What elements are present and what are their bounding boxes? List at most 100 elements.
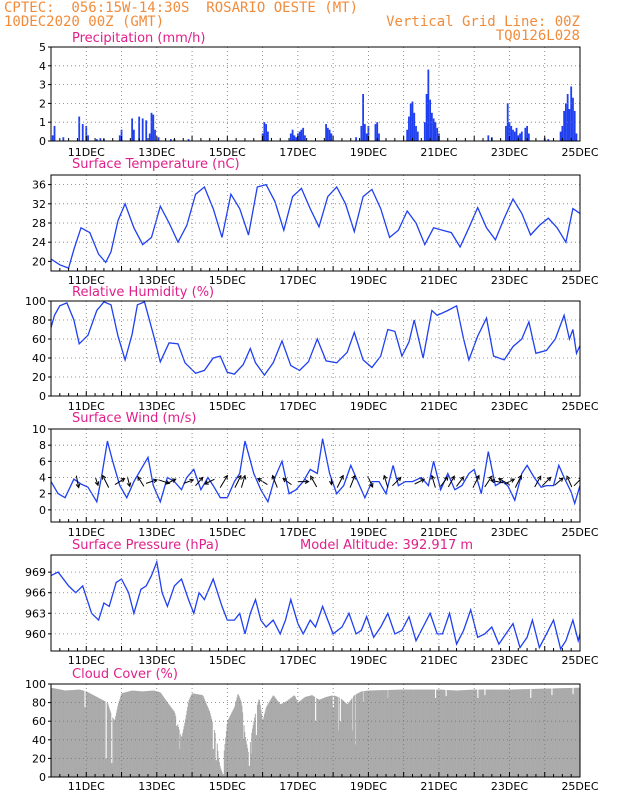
cloud-bar <box>149 690 151 777</box>
cloud-bar <box>232 710 234 777</box>
cloud-bar <box>206 704 208 777</box>
wind-ytick-label: 0 <box>39 504 46 517</box>
cloud-bar <box>393 689 395 777</box>
precip-bar <box>378 133 380 141</box>
cloud-bar <box>380 690 382 777</box>
precip-bar <box>513 131 516 141</box>
precip-ytick-label: 0 <box>39 135 46 148</box>
cloud-bar <box>194 693 196 777</box>
precip-bar <box>425 94 428 141</box>
cloud-bar <box>242 712 244 777</box>
cloud-bar <box>225 730 227 777</box>
cloud-bar <box>442 689 444 777</box>
precip-bar <box>374 124 377 141</box>
cloud-bar <box>545 688 547 777</box>
cloud-bar <box>140 691 142 777</box>
wind-date-label: 19DEC <box>350 526 387 539</box>
cloud-bar <box>128 691 130 777</box>
cloud-bar <box>335 696 337 777</box>
cloud-bar <box>384 690 386 777</box>
cloud-bar <box>433 689 436 777</box>
pres-date-label: 13DEC <box>138 654 175 667</box>
cloud-bar <box>129 691 131 777</box>
cloud-bar <box>316 698 318 777</box>
precip-date-label: 13DEC <box>138 146 175 159</box>
cloud-bar <box>556 688 558 777</box>
cloud-bar <box>279 703 281 777</box>
cloud-bar <box>218 758 220 777</box>
cloud-bar <box>350 699 352 777</box>
cloud-bar <box>258 699 260 777</box>
wind-arrow <box>534 475 542 488</box>
precip-bar <box>265 124 268 141</box>
cloud-bar <box>107 703 109 777</box>
cloud-bar <box>438 689 440 777</box>
cloud-bar <box>390 689 392 777</box>
cloud-bar <box>522 689 524 777</box>
cloud-bar <box>220 768 222 777</box>
cloud-bar <box>357 693 359 777</box>
cloud-bar <box>295 697 297 777</box>
cloud-bar <box>237 694 239 777</box>
cloud-bar <box>517 689 519 777</box>
cloud-bar <box>436 689 438 777</box>
cloud-bar <box>474 689 476 777</box>
cloud-bar <box>223 750 225 777</box>
cloud-bar <box>251 732 253 777</box>
cloud-bar <box>479 689 481 777</box>
wind-arrow <box>114 478 126 486</box>
cloud-bar <box>553 688 555 777</box>
pres-date-label: 19DEC <box>350 654 387 667</box>
wind-arrow <box>203 478 215 485</box>
cloud-bar <box>292 695 294 777</box>
precip-bar <box>415 125 417 141</box>
cloud-bar <box>299 701 301 777</box>
cloud-bar <box>161 694 163 777</box>
cloud-bar <box>255 735 257 777</box>
cloud-bar <box>58 689 60 777</box>
cloud-bar <box>277 701 279 777</box>
cloud-bar <box>470 689 472 777</box>
cloud-bar <box>352 730 354 777</box>
precip-bar <box>526 125 528 141</box>
cloud-bar <box>444 689 446 777</box>
cloud-bar <box>178 729 180 777</box>
cloud-bar <box>55 688 57 777</box>
cloud-bar <box>482 689 484 777</box>
cloud-bar <box>141 691 143 777</box>
cloud-bar <box>79 689 81 777</box>
cloud-bar <box>374 690 376 777</box>
cloud-bar <box>521 689 523 777</box>
cloud-bar <box>471 689 473 777</box>
cloud-bar <box>476 689 478 777</box>
temp-ytick-label: 28 <box>32 217 46 230</box>
cloud-bar <box>51 687 53 777</box>
cloud-bar <box>565 688 567 777</box>
cloud-bar <box>334 695 336 777</box>
cloud-bar <box>102 700 104 777</box>
precip-bar <box>429 99 432 141</box>
cloud-bar <box>268 703 270 777</box>
cloud-bar <box>220 770 222 777</box>
cloud-bar <box>63 690 65 777</box>
cloud-bar <box>252 724 254 777</box>
cloud-bar <box>117 706 119 777</box>
temp-ytick-label: 20 <box>32 255 46 268</box>
cloud-bar <box>536 688 538 777</box>
cloud-bar <box>249 742 251 777</box>
cloud-bar <box>508 689 510 777</box>
cloud-bar <box>132 690 134 777</box>
cloud-bar <box>551 695 553 777</box>
cloud-bar <box>455 690 457 777</box>
cloud-bar <box>338 697 340 777</box>
cloud-bar <box>157 691 159 777</box>
cloud-bar <box>483 689 485 777</box>
rh-frame <box>50 300 581 397</box>
cloud-bar <box>404 689 406 777</box>
cloud-bar <box>238 696 240 777</box>
cloud-bar <box>120 696 122 777</box>
cloud-bar <box>502 689 504 777</box>
cloud-bar <box>91 694 93 777</box>
cloud-bar <box>163 696 165 777</box>
precip-bar <box>289 133 292 141</box>
